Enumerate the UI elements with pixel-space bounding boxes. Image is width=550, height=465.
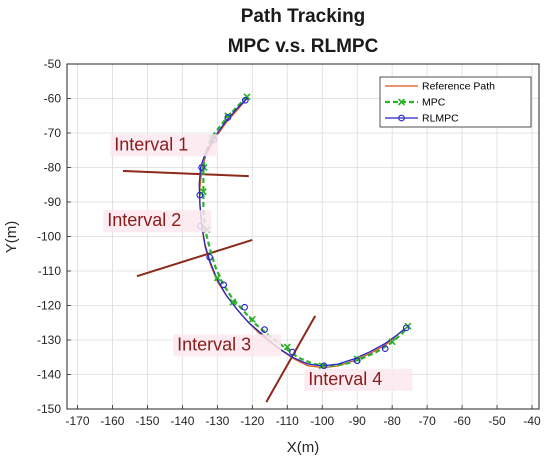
point-mpc [199,188,207,196]
point-rlmpc [353,357,361,365]
point-mpc [224,112,232,120]
x-tick-label: -110 [276,414,299,428]
interval-label-3: Interval 3 [177,334,251,354]
point-rlmpc [289,348,296,356]
point-rlmpc [224,114,232,121]
y-tick-label: -90 [44,195,62,209]
x-tick-labels: -170 -160 -150 -140 -130 -120 -110 -100 -90 -80 -7… [65,414,541,428]
interval-label-4: Interval 4 [308,369,382,389]
y-tick-label: -70 [44,126,62,140]
point-mpc [229,298,237,306]
chart-title-line-1: Path Tracking [241,6,366,27]
x-tick-label: -130 [205,414,229,428]
chart-title-line-2: MPC v.s. RLMPC [228,36,379,57]
x-tick-label: -50 [488,414,506,428]
point-rlmpc [206,253,213,261]
x-tick-label: -70 [418,414,436,428]
x-tick-label: -160 [100,414,124,428]
x-tick-label: -150 [135,414,159,428]
plot-frame [66,63,540,410]
point-mpc [283,343,291,351]
legend-entry-mpc: MPC [422,97,446,109]
interval-label-bg-2 [103,210,212,233]
y-axis-label: Y(m) [3,221,20,254]
legend-marker-mpc [397,98,406,106]
x-tick-label: -90 [349,414,367,428]
point-mpc [213,274,221,282]
x-tick-label: -60 [453,414,471,428]
x-axis-label: X(m) [287,439,320,456]
y-tick-label: -110 [38,264,61,278]
interval-line-1 [122,169,249,178]
interval-line-2 [136,238,253,278]
x-tick-label: -140 [170,414,194,428]
legend-entry-rlmpc: RLMPC [422,113,459,125]
x-tick-label: -80 [383,414,401,428]
interval-label-bg-1 [110,134,219,157]
interval-label-bg-3 [173,334,282,357]
x-tick-label: -100 [310,414,334,428]
y-tick-label: -80 [44,161,62,175]
point-rlmpc [261,326,268,334]
legend-marker-rlmpc [398,114,405,122]
y-tick-labels: -50 -60 -70 -80 -90 -100 -110 -120 -130 -140 -150 [37,57,61,416]
y-tick-label: -150 [37,402,61,416]
point-rlmpc [241,303,248,311]
point-mpc [353,355,361,363]
legend-entry-reference-path: Reference Path [422,81,495,93]
y-tick-label: -100 [37,230,61,244]
point-rlmpc [320,362,328,370]
x-tick-label: -40 [523,414,541,428]
legend: Reference Path MPC RLMPC [379,76,532,128]
point-rlmpc [402,324,410,332]
y-tick-label: -120 [37,299,61,313]
point-rlmpc [220,281,227,289]
y-tick-label: -60 [44,92,62,106]
interval-annotations: Interval 1 Interval 2 Interval 3 Interval 4 [103,134,413,391]
y-tick-label: -140 [37,368,61,382]
point-rlmpc [381,345,389,352]
x-tick-label: -170 [65,414,89,428]
point-rlmpc [198,164,205,171]
point-mpc [243,93,251,101]
point-rlmpc [196,191,204,199]
y-tick-label: -130 [37,333,61,347]
point-mpc [388,338,396,346]
interval-boundary-lines [122,169,317,403]
interval-line-3 [265,315,317,403]
point-rlmpc [241,96,249,104]
point-mpc [318,362,326,370]
chart-title: Path Tracking MPC v.s. RLMPC [228,6,379,57]
interval-label-1: Interval 1 [114,134,188,154]
x-tick-label: -120 [240,414,264,428]
point-mpc [248,315,256,323]
y-tick-label: -50 [44,57,62,71]
interval-label-2: Interval 2 [107,210,181,230]
interval-label-bg-4 [304,368,413,391]
